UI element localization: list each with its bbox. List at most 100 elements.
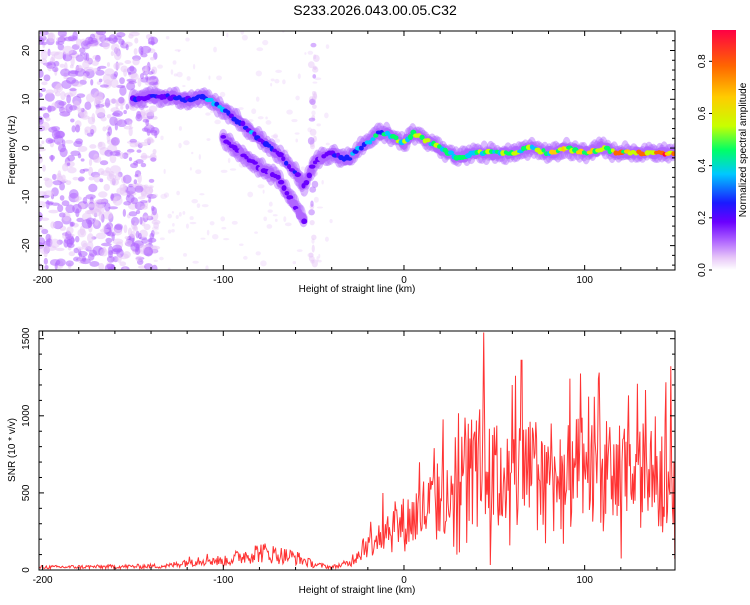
heatmap-noise-blob	[318, 253, 321, 259]
heatmap-noise-blob	[84, 126, 92, 134]
snr-frame	[38, 330, 676, 571]
heatmap-noise-blob	[115, 99, 119, 110]
heatmap-noise-blob	[213, 46, 217, 53]
heatmap-ridge-point	[541, 148, 546, 153]
heatmap-noise-blob	[39, 237, 46, 246]
heatmap-noise-blob	[104, 149, 113, 157]
heatmap-noise-blob	[44, 92, 55, 102]
heatmap-noise-blob	[133, 48, 138, 55]
heatmap-noise-blob	[142, 186, 150, 193]
heatmap-noise-blob	[229, 168, 237, 171]
heatmap-noise-blob	[177, 49, 180, 53]
heatmap-noise-blob	[297, 73, 301, 80]
heatmap-noise-blob	[265, 120, 272, 125]
heatmap-noise-blob	[45, 116, 51, 122]
heatmap-noise-blob	[129, 142, 139, 148]
heatmap-noise-blob	[128, 104, 136, 110]
heatmap-ridge-point	[276, 151, 284, 158]
heatmap-noise-blob	[172, 60, 177, 65]
colorbar-tick-label: 0.2	[697, 210, 708, 224]
heatmap-noise-blob	[109, 116, 118, 126]
heatmap-noise-blob	[62, 53, 73, 62]
heatmap-noise-blob	[283, 216, 287, 222]
heatmap-noise-blob	[95, 31, 107, 36]
heatmap-noise-blob	[49, 259, 61, 266]
heatmap-ytick-label: 0	[21, 145, 32, 151]
heatmap-noise-blob	[284, 222, 292, 227]
snr-ylabel: SNR (10 * v/v)	[7, 418, 18, 482]
heatmap-noise-blob	[205, 265, 209, 270]
heatmap-noise-blob	[160, 193, 168, 200]
heatmap-frame	[38, 30, 676, 271]
heatmap-noise-blob	[135, 255, 143, 262]
heatmap-noise-blob	[57, 43, 65, 51]
heatmap-noise-blob	[75, 65, 82, 71]
heatmap-noise-blob	[66, 162, 71, 166]
heatmap-noise-blob	[130, 216, 140, 226]
heatmap-noise-blob	[124, 239, 133, 246]
heatmap-noise-blob	[110, 178, 120, 186]
heatmap-noise-blob	[98, 78, 103, 83]
heatmap-noise-blob	[198, 154, 201, 160]
heatmap-noise-blob	[55, 40, 60, 46]
heatmap-noise-blob	[192, 63, 196, 70]
heatmap-noise-blob	[312, 93, 318, 101]
heatmap-noise-blob	[325, 44, 330, 49]
heatmap-noise-blob	[93, 90, 104, 101]
heatmap-noise-blob	[153, 193, 159, 198]
heatmap-noise-blob	[144, 64, 149, 75]
heatmap-noise-blob	[100, 242, 112, 247]
heatmap-noise-blob	[191, 198, 199, 204]
heatmap-noise-blob	[44, 265, 49, 270]
heatmap-noise-blob	[128, 80, 137, 84]
heatmap-ytick-label: 20	[21, 45, 32, 57]
snr-xtick-label: -100	[213, 575, 233, 586]
heatmap-noise-blob	[84, 101, 92, 110]
heatmap-noise-blob	[61, 179, 68, 183]
heatmap-noise-blob	[163, 192, 170, 198]
heatmap-noise-blob	[99, 84, 109, 88]
heatmap-noise-blob	[157, 64, 163, 69]
heatmap-noise-blob	[173, 73, 178, 77]
heatmap-noise-blob	[79, 225, 86, 236]
heatmap-noise-blob	[72, 176, 79, 181]
heatmap-noise-blob	[141, 238, 149, 244]
heatmap-noise-blob	[300, 166, 306, 171]
heatmap-noise-blob	[227, 157, 231, 164]
heatmap-noise-blob	[69, 88, 77, 92]
heatmap-noise-blob	[54, 130, 65, 139]
heatmap-noise-blob	[44, 201, 54, 205]
heatmap-noise-blob	[111, 112, 121, 117]
heatmap-noise-blob	[170, 69, 174, 75]
heatmap-noise-blob	[324, 112, 329, 119]
heatmap-noise-blob	[116, 84, 126, 89]
heatmap-noise-blob	[291, 118, 298, 123]
heatmap-noise-blob	[139, 73, 144, 80]
heatmap-noise-blob	[128, 120, 133, 127]
heatmap-noise-blob	[57, 143, 67, 153]
heatmap-noise-blob	[222, 238, 230, 241]
heatmap-ridge-point	[281, 156, 286, 162]
heatmap-ridge-point	[671, 151, 675, 157]
heatmap-xlabel: Height of straight line (km)	[299, 284, 416, 295]
heatmap-noise-blob	[178, 142, 182, 149]
heatmap-noise-blob	[307, 61, 315, 69]
heatmap-noise-blob	[123, 125, 134, 130]
heatmap-noise-blob	[113, 228, 123, 236]
heatmap-noise-blob	[77, 250, 88, 257]
heatmap-noise-blob	[182, 210, 186, 215]
heatmap-noise-blob	[268, 201, 273, 207]
heatmap-noise-blob	[255, 251, 261, 256]
heatmap-noise-blob	[68, 251, 76, 257]
heatmap-noise-blob	[113, 62, 121, 70]
heatmap-noise-blob	[119, 85, 127, 96]
heatmap-noise-blob	[263, 216, 268, 222]
snr-xtick-label: 0	[401, 575, 407, 586]
heatmap-noise-blob	[231, 220, 238, 225]
heatmap-noise-blob	[60, 68, 71, 77]
heatmap-noise-blob	[50, 154, 54, 162]
heatmap-noise-blob	[312, 54, 320, 63]
heatmap-secondary-ridge-point	[301, 218, 308, 225]
